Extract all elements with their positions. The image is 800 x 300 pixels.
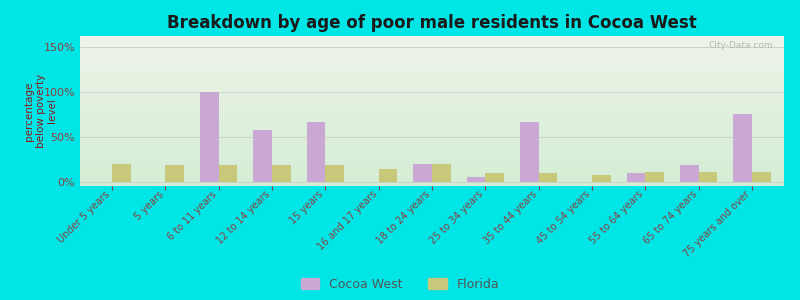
Bar xyxy=(112,164,130,181)
Bar xyxy=(520,122,538,182)
Text: 75 years and over: 75 years and over xyxy=(682,189,752,259)
Title: Breakdown by age of poor male residents in Cocoa West: Breakdown by age of poor male residents … xyxy=(167,14,697,32)
Bar xyxy=(646,172,664,182)
Text: 16 and 17 years: 16 and 17 years xyxy=(315,189,378,252)
Bar xyxy=(432,164,450,181)
Text: City-Data.com: City-Data.com xyxy=(709,40,774,50)
Bar xyxy=(272,165,290,182)
Bar xyxy=(734,114,752,182)
Bar xyxy=(698,172,718,182)
Bar xyxy=(626,172,646,182)
Bar xyxy=(680,165,698,182)
Bar xyxy=(414,164,432,181)
Bar xyxy=(166,165,184,182)
Text: 5 years: 5 years xyxy=(133,189,166,222)
Text: 12 to 14 years: 12 to 14 years xyxy=(215,189,272,246)
Y-axis label: percentage
below poverty
level: percentage below poverty level xyxy=(24,74,58,148)
Bar xyxy=(218,165,238,182)
Legend: Cocoa West, Florida: Cocoa West, Florida xyxy=(301,278,499,291)
Bar xyxy=(486,173,504,181)
Text: 25 to 34 years: 25 to 34 years xyxy=(428,189,486,246)
Bar xyxy=(326,165,344,182)
Text: 45 to 54 years: 45 to 54 years xyxy=(535,189,592,246)
Text: Under 5 years: Under 5 years xyxy=(56,189,112,245)
Text: 65 to 74 years: 65 to 74 years xyxy=(642,189,698,246)
Bar xyxy=(592,175,610,182)
Text: 55 to 64 years: 55 to 64 years xyxy=(588,189,646,246)
Bar xyxy=(254,130,272,182)
Bar xyxy=(538,173,558,181)
Bar xyxy=(200,92,218,182)
Bar xyxy=(752,172,770,182)
Text: 18 to 24 years: 18 to 24 years xyxy=(375,189,432,246)
Text: 35 to 44 years: 35 to 44 years xyxy=(482,189,538,246)
Bar xyxy=(466,177,486,182)
Bar xyxy=(378,169,398,182)
Text: 15 years: 15 years xyxy=(288,189,326,226)
Bar xyxy=(306,122,326,182)
Text: 6 to 11 years: 6 to 11 years xyxy=(166,189,218,242)
